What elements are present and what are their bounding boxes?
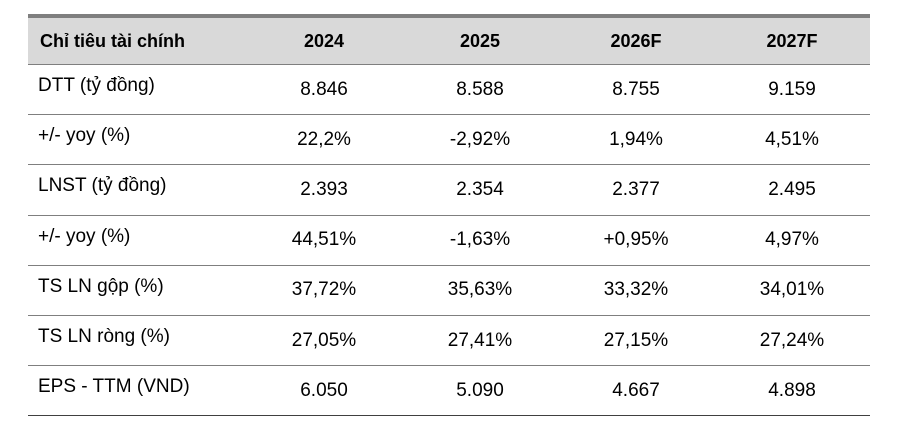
row-label: TS LN ròng (%) (28, 315, 246, 365)
table-cell: 6.050 (246, 366, 402, 416)
table-cell: 4,97% (714, 215, 870, 265)
financial-indicators-table: Chỉ tiêu tài chính 2024 2025 2026F 2027F… (28, 18, 870, 416)
table-cell: 8.588 (402, 65, 558, 115)
table-row: TS LN ròng (%) 27,05% 27,41% 27,15% 27,2… (28, 315, 870, 365)
table-cell: 2.377 (558, 165, 714, 215)
row-label: EPS - TTM (VND) (28, 366, 246, 416)
table-cell: -1,63% (402, 215, 558, 265)
header-indicator: Chỉ tiêu tài chính (28, 18, 246, 65)
table-cell: +0,95% (558, 215, 714, 265)
table-row: +/- yoy (%) 44,51% -1,63% +0,95% 4,97% (28, 215, 870, 265)
header-row: Chỉ tiêu tài chính 2024 2025 2026F 2027F (28, 18, 870, 65)
table-row: TS LN gộp (%) 37,72% 35,63% 33,32% 34,01… (28, 265, 870, 315)
row-label: TS LN gộp (%) (28, 265, 246, 315)
table-cell: 34,01% (714, 265, 870, 315)
financial-table: Chỉ tiêu tài chính 2024 2025 2026F 2027F… (28, 14, 870, 416)
row-label: DTT (tỷ đồng) (28, 65, 246, 115)
row-label: +/- yoy (%) (28, 115, 246, 165)
table-cell: 8.846 (246, 65, 402, 115)
table-cell: 5.090 (402, 366, 558, 416)
table-cell: 2.393 (246, 165, 402, 215)
table-row: EPS - TTM (VND) 6.050 5.090 4.667 4.898 (28, 366, 870, 416)
table-cell: 4.667 (558, 366, 714, 416)
table-row: DTT (tỷ đồng) 8.846 8.588 8.755 9.159 (28, 65, 870, 115)
table-cell: 4.898 (714, 366, 870, 416)
header-year-2026f: 2026F (558, 18, 714, 65)
table-cell: 2.354 (402, 165, 558, 215)
table-cell: -2,92% (402, 115, 558, 165)
table-cell: 27,05% (246, 315, 402, 365)
table-row: +/- yoy (%) 22,2% -2,92% 1,94% 4,51% (28, 115, 870, 165)
table-cell: 27,24% (714, 315, 870, 365)
table-cell: 44,51% (246, 215, 402, 265)
table-cell: 35,63% (402, 265, 558, 315)
row-label: +/- yoy (%) (28, 215, 246, 265)
table-cell: 37,72% (246, 265, 402, 315)
table-cell: 1,94% (558, 115, 714, 165)
header-year-2024: 2024 (246, 18, 402, 65)
table-cell: 27,15% (558, 315, 714, 365)
table-cell: 8.755 (558, 65, 714, 115)
header-year-2027f: 2027F (714, 18, 870, 65)
table-row: LNST (tỷ đồng) 2.393 2.354 2.377 2.495 (28, 165, 870, 215)
header-year-2025: 2025 (402, 18, 558, 65)
table-cell: 22,2% (246, 115, 402, 165)
table-cell: 4,51% (714, 115, 870, 165)
table-cell: 33,32% (558, 265, 714, 315)
table-cell: 9.159 (714, 65, 870, 115)
table-cell: 2.495 (714, 165, 870, 215)
table-cell: 27,41% (402, 315, 558, 365)
row-label: LNST (tỷ đồng) (28, 165, 246, 215)
